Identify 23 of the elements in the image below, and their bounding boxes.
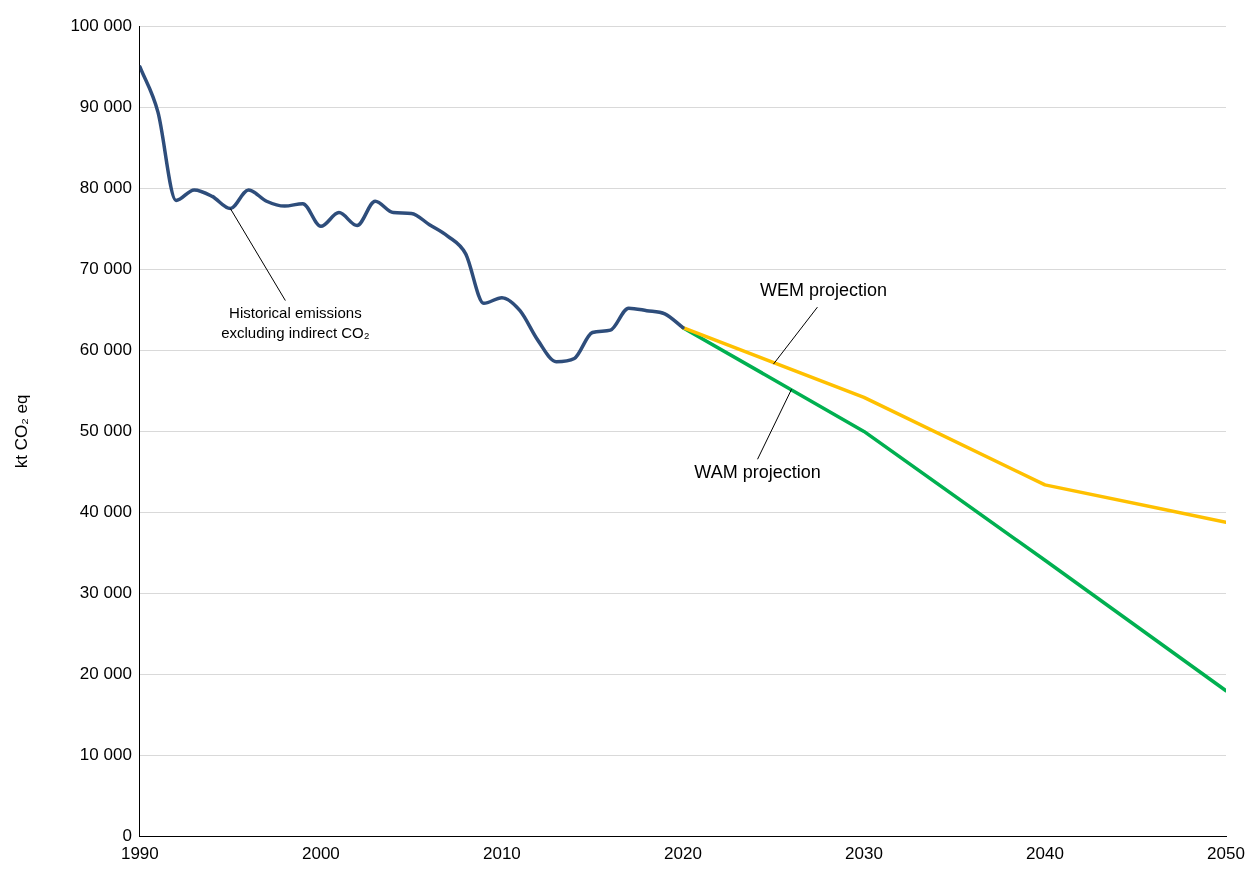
annotation: Historical emissions excluding indirect CO₂ xyxy=(221,303,370,341)
x-tick-label: 2030 xyxy=(845,844,883,864)
line-series xyxy=(139,64,685,364)
y-tick-label: 30 000 xyxy=(79,583,132,603)
y-tick-label: 100 000 xyxy=(70,15,132,35)
x-tick-label: 2000 xyxy=(301,844,340,864)
annotation: WEM projection xyxy=(759,280,887,301)
annotation: WAM projection xyxy=(694,462,821,483)
y-tick-label: 60 000 xyxy=(79,340,132,360)
y-tick-label: 90 000 xyxy=(79,96,132,116)
y-tick-label: 70 000 xyxy=(79,259,132,279)
x-tick-label: 2040 xyxy=(1026,844,1064,864)
y-tick-label: 40 000 xyxy=(79,502,132,522)
x-tick-label: 2010 xyxy=(482,844,521,864)
x-tick-label: 2050 xyxy=(1207,844,1245,864)
y-axis-title: kt CO₂ eq xyxy=(11,394,31,469)
y-tick-label: 10 000 xyxy=(79,745,132,765)
y-tick-label: 20 000 xyxy=(79,664,132,684)
y-tick-label: 80 000 xyxy=(79,177,132,197)
y-tick-label: 50 000 xyxy=(79,421,132,441)
x-tick-label: 1990 xyxy=(120,844,159,864)
x-tick-label: 2020 xyxy=(664,844,702,864)
y-tick-label: 0 xyxy=(122,826,132,846)
